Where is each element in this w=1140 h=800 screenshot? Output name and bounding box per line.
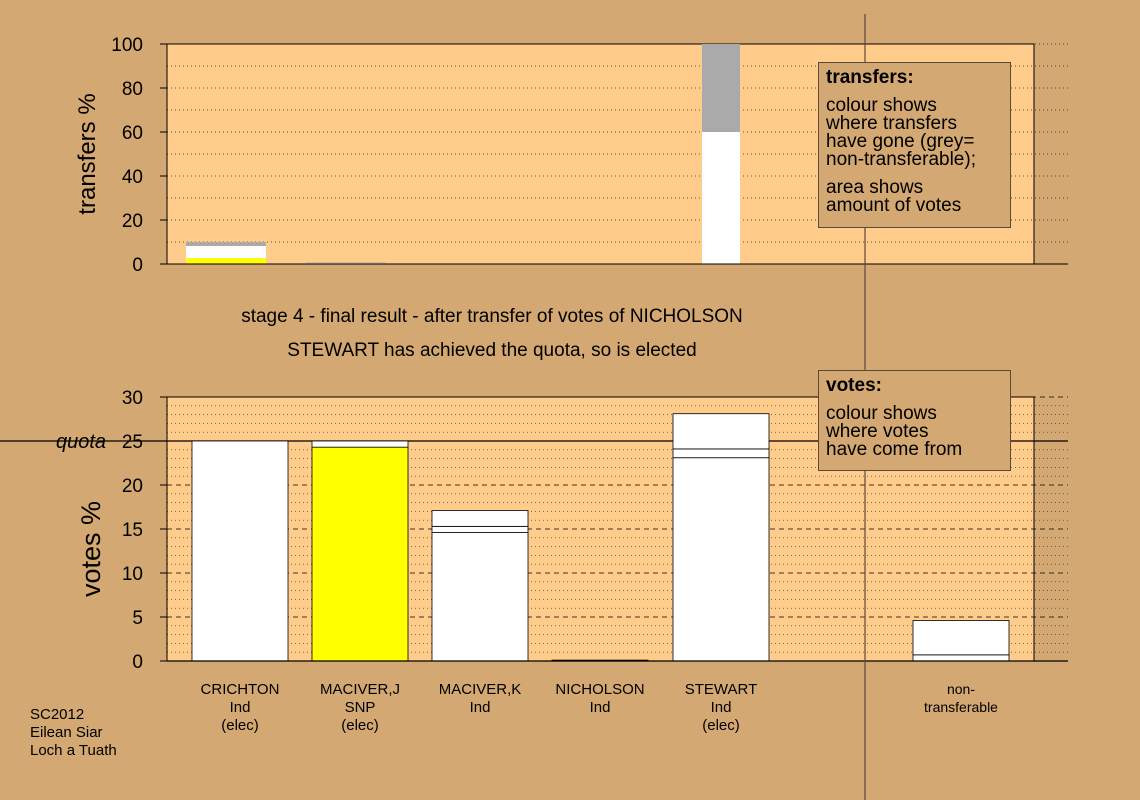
footer-line-1: SC2012 bbox=[30, 706, 85, 723]
votes-legend-title: votes: bbox=[826, 375, 882, 396]
transfers-y-axis-label: transfers % bbox=[74, 93, 101, 214]
transfers-bar-segment bbox=[702, 132, 740, 264]
votes-y-tick-label: 20 bbox=[122, 476, 143, 497]
votes-bar-segment bbox=[311, 440, 409, 448]
candidate-label: Ind bbox=[590, 699, 611, 716]
candidate-label: STEWART bbox=[685, 681, 758, 698]
votes-bar-segment bbox=[431, 525, 529, 533]
votes-y-tick-label: 15 bbox=[122, 520, 143, 541]
votes-bar-segment bbox=[311, 446, 409, 662]
footer-info: SC2012 Eilean Siar Loch a Tuath bbox=[30, 706, 117, 760]
candidate-label: NICHOLSON bbox=[555, 681, 644, 698]
votes-bar-segment bbox=[431, 510, 529, 527]
votes-bar-segment bbox=[672, 457, 770, 662]
candidate-label: Ind bbox=[230, 699, 251, 716]
transfers-bar-segment bbox=[186, 245, 266, 259]
transfers-y-tick-label: 80 bbox=[122, 79, 143, 100]
votes-bar-segment bbox=[912, 620, 1010, 656]
transfers-legend-text-1: colour shows where transfers have gone (… bbox=[826, 95, 976, 170]
transfers-bar-segment bbox=[702, 44, 740, 132]
stage-caption-line-2: STEWART has achieved the quota, so is el… bbox=[287, 340, 697, 361]
votes-legend: votes: colour shows where votes have com… bbox=[818, 370, 1011, 471]
footer-line-2: Eilean Siar bbox=[30, 724, 103, 741]
candidate-label: (elec) bbox=[221, 717, 259, 734]
transfers-y-tick-label: 40 bbox=[122, 167, 143, 188]
transfers-bar-segment bbox=[186, 242, 266, 246]
votes-bar-segment bbox=[431, 532, 529, 662]
votes-legend-text: colour shows where votes have come from bbox=[826, 403, 963, 460]
quota-label: quota bbox=[56, 431, 106, 453]
votes-bar-segment bbox=[672, 413, 770, 450]
transfers-legend-title: transfers: bbox=[826, 67, 914, 88]
candidate-label: CRICHTON bbox=[201, 681, 280, 698]
candidate-label: MACIVER,J bbox=[320, 681, 400, 698]
transfers-y-tick-label: 100 bbox=[111, 35, 143, 56]
transfers-legend-text-2: area shows amount of votes bbox=[826, 177, 962, 216]
transfers-y-tick-label: 60 bbox=[122, 123, 143, 144]
candidate-label: transferable bbox=[924, 699, 998, 715]
stage-caption-line-1: stage 4 - final result - after transfer … bbox=[241, 306, 743, 327]
votes-y-axis-label: votes % bbox=[76, 501, 106, 597]
transfers-bar-segment bbox=[186, 258, 266, 264]
candidate-label: Ind bbox=[711, 699, 732, 716]
votes-bar-segment bbox=[672, 448, 770, 459]
candidate-label: MACIVER,K bbox=[439, 681, 522, 698]
votes-bar-segment bbox=[912, 654, 1010, 662]
votes-y-tick-label: 25 bbox=[122, 432, 143, 453]
transfers-y-tick-label: 20 bbox=[122, 211, 143, 232]
votes-bar-segment bbox=[191, 440, 289, 662]
votes-y-tick-label: 5 bbox=[132, 608, 143, 629]
candidate-label: non- bbox=[947, 681, 975, 697]
votes-y-tick-label: 10 bbox=[122, 564, 143, 585]
footer-line-3: Loch a Tuath bbox=[30, 742, 117, 759]
candidate-label: (elec) bbox=[341, 717, 379, 734]
candidate-label: Ind bbox=[470, 699, 491, 716]
transfers-y-tick-label: 0 bbox=[132, 255, 143, 276]
transfers-bar-segment bbox=[306, 262, 386, 264]
candidate-label: (elec) bbox=[702, 717, 740, 734]
votes-y-tick-label: 30 bbox=[122, 388, 143, 409]
transfers-legend: transfers: colour shows where transfers … bbox=[818, 62, 1011, 228]
candidate-label: SNP bbox=[345, 699, 376, 716]
votes-y-tick-label: 0 bbox=[132, 652, 143, 673]
